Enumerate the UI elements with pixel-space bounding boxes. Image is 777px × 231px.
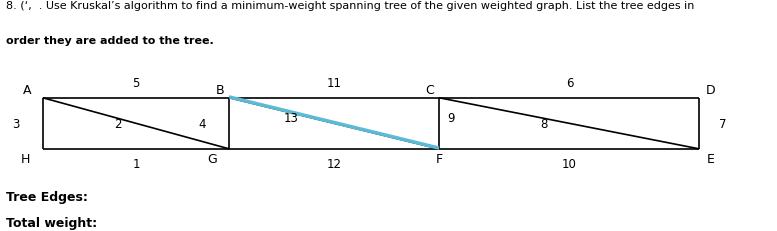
Text: B: B <box>215 84 225 97</box>
Text: 8: 8 <box>540 117 548 130</box>
Text: H: H <box>21 152 30 165</box>
Text: 1: 1 <box>132 157 140 170</box>
Text: 5: 5 <box>132 77 140 90</box>
Text: 10: 10 <box>562 157 577 170</box>
Text: 9: 9 <box>447 112 455 125</box>
Text: 7: 7 <box>719 117 726 130</box>
Text: G: G <box>207 152 217 165</box>
Text: 3: 3 <box>12 117 19 130</box>
Text: 11: 11 <box>326 77 342 90</box>
Text: 6: 6 <box>566 77 573 90</box>
Text: D: D <box>706 84 716 97</box>
Text: 2: 2 <box>114 117 122 130</box>
Text: Tree Edges:: Tree Edges: <box>6 191 88 204</box>
Text: A: A <box>23 84 31 97</box>
Text: 4: 4 <box>198 117 206 130</box>
Text: order they are added to the tree.: order they are added to the tree. <box>6 36 214 46</box>
Text: Total weight:: Total weight: <box>6 216 97 229</box>
Text: F: F <box>435 152 443 165</box>
Text: 8. (‘,  . Use Kruskal’s algorithm to find a minimum-weight spanning tree of the : 8. (‘, . Use Kruskal’s algorithm to find… <box>6 1 695 11</box>
Text: E: E <box>707 152 715 165</box>
Text: 13: 13 <box>284 112 299 125</box>
Text: C: C <box>425 84 434 97</box>
Text: 12: 12 <box>326 157 342 170</box>
